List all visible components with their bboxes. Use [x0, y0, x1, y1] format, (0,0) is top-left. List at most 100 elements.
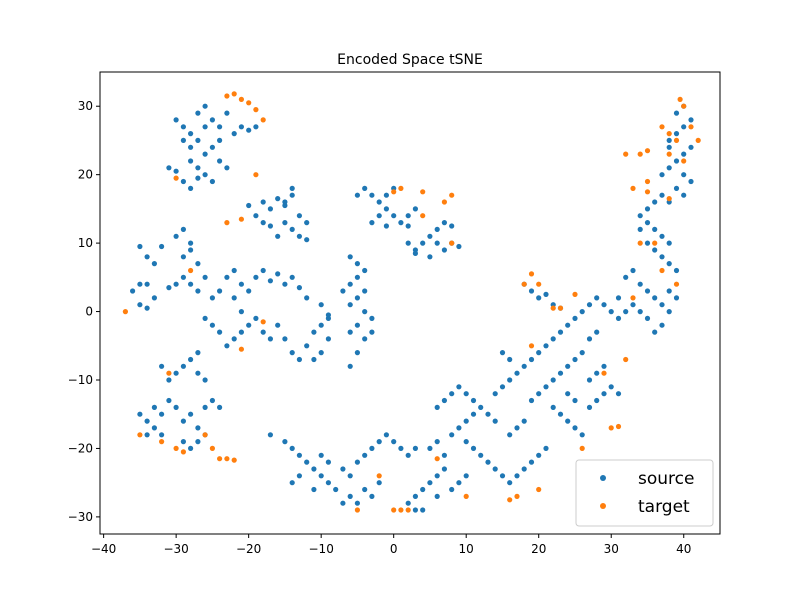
- data-point-target: [173, 175, 179, 181]
- data-point-source: [507, 356, 513, 363]
- data-point-source: [151, 404, 157, 410]
- data-point-source: [536, 295, 542, 301]
- y-tick-label: 30: [78, 99, 93, 113]
- data-point-source: [652, 199, 658, 205]
- data-point-source: [550, 336, 556, 342]
- data-point-source: [340, 288, 346, 294]
- data-point-source: [673, 295, 680, 301]
- data-point-target: [188, 267, 194, 274]
- data-point-source: [427, 445, 433, 451]
- axes-frame: [99, 71, 721, 535]
- data-point-source: [615, 315, 622, 321]
- y-tick-label: −20: [68, 441, 93, 455]
- data-point-target: [536, 486, 542, 493]
- data-point-target: [159, 439, 165, 445]
- data-point-source: [449, 223, 455, 229]
- data-point-source: [246, 202, 252, 209]
- data-point-target: [637, 151, 643, 157]
- data-point-target: [514, 493, 520, 499]
- data-point-target: [557, 305, 564, 311]
- data-point-source: [572, 356, 578, 363]
- data-point-source: [195, 288, 201, 294]
- data-point-source: [492, 391, 498, 397]
- data-point-source: [151, 425, 157, 431]
- data-point-source: [137, 302, 143, 308]
- data-point-source: [492, 418, 498, 424]
- data-point-source: [188, 247, 194, 253]
- data-point-source: [652, 295, 658, 301]
- data-point-source: [209, 178, 215, 185]
- data-point-source: [267, 223, 273, 229]
- data-point-source: [362, 309, 368, 315]
- x-tick-label: −40: [91, 542, 116, 556]
- data-point-target: [652, 240, 658, 246]
- legend-marker-target: [600, 503, 606, 509]
- data-point-source: [159, 363, 165, 369]
- data-point-source: [173, 404, 179, 410]
- data-point-source: [391, 439, 397, 445]
- data-point-source: [289, 185, 295, 191]
- data-point-source: [231, 267, 237, 274]
- data-point-source: [209, 144, 215, 150]
- data-point-source: [449, 486, 455, 493]
- data-point-source: [528, 397, 535, 404]
- data-point-source: [550, 377, 556, 383]
- data-point-source: [275, 322, 281, 328]
- x-tick-label: 0: [390, 542, 398, 556]
- data-point-target: [677, 96, 683, 102]
- data-point-source: [681, 151, 687, 157]
- data-point-target: [630, 185, 636, 191]
- data-point-source: [659, 192, 665, 198]
- data-point-source: [536, 452, 542, 458]
- data-point-source: [463, 439, 469, 445]
- data-point-source: [282, 220, 288, 226]
- legend-marker-source: [600, 475, 606, 481]
- data-point-source: [325, 459, 331, 465]
- data-point-source: [340, 466, 346, 472]
- data-point-source: [347, 493, 353, 499]
- data-point-source: [202, 124, 208, 130]
- data-point-target: [623, 356, 629, 363]
- data-point-source: [224, 274, 230, 280]
- data-point-target: [253, 107, 259, 113]
- y-tick-label: 20: [78, 168, 93, 182]
- data-point-source: [514, 370, 520, 376]
- data-point-source: [362, 336, 368, 342]
- data-point-source: [565, 363, 571, 369]
- data-point-source: [615, 391, 622, 397]
- data-point-source: [202, 151, 208, 157]
- data-point-target: [238, 346, 244, 352]
- data-point-source: [180, 418, 186, 424]
- data-point-source: [666, 144, 672, 150]
- data-point-source: [557, 329, 564, 335]
- data-point-target: [608, 425, 614, 431]
- data-point-source: [362, 288, 368, 294]
- data-point-source: [362, 185, 368, 191]
- data-point-source: [217, 329, 223, 335]
- data-point-source: [275, 271, 281, 277]
- data-point-source: [485, 459, 491, 465]
- data-point-source: [688, 144, 694, 150]
- data-point-source: [470, 445, 477, 451]
- data-point-source: [253, 274, 259, 280]
- data-point-source: [673, 185, 680, 191]
- data-point-source: [362, 267, 368, 274]
- data-point-source: [318, 473, 324, 479]
- data-point-source: [391, 213, 397, 219]
- data-point-source: [601, 391, 607, 397]
- data-point-source: [137, 411, 143, 417]
- data-point-source: [572, 315, 578, 321]
- data-point-target: [521, 281, 527, 287]
- data-point-source: [354, 192, 360, 198]
- data-point-source: [231, 295, 237, 301]
- data-point-source: [427, 233, 433, 239]
- data-point-source: [420, 507, 426, 513]
- data-point-source: [173, 168, 179, 174]
- data-point-source: [166, 285, 172, 291]
- data-point-source: [376, 439, 382, 445]
- data-point-source: [231, 336, 237, 342]
- data-point-source: [681, 124, 687, 130]
- data-point-source: [354, 500, 360, 506]
- data-point-source: [543, 384, 549, 390]
- data-point-source: [383, 192, 389, 198]
